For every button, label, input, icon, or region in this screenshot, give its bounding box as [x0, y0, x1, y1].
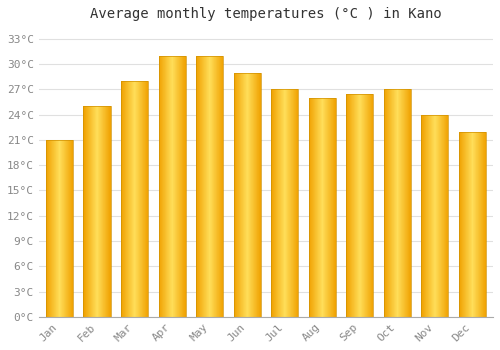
- Bar: [234, 72, 260, 317]
- Bar: [46, 140, 73, 317]
- Bar: [308, 98, 336, 317]
- Bar: [158, 56, 186, 317]
- Bar: [459, 132, 486, 317]
- Bar: [121, 81, 148, 317]
- Bar: [384, 90, 411, 317]
- Bar: [84, 106, 110, 317]
- Title: Average monthly temperatures (°C ) in Kano: Average monthly temperatures (°C ) in Ka…: [90, 7, 442, 21]
- Bar: [196, 56, 223, 317]
- Bar: [346, 94, 374, 317]
- Bar: [422, 115, 448, 317]
- Bar: [271, 90, 298, 317]
